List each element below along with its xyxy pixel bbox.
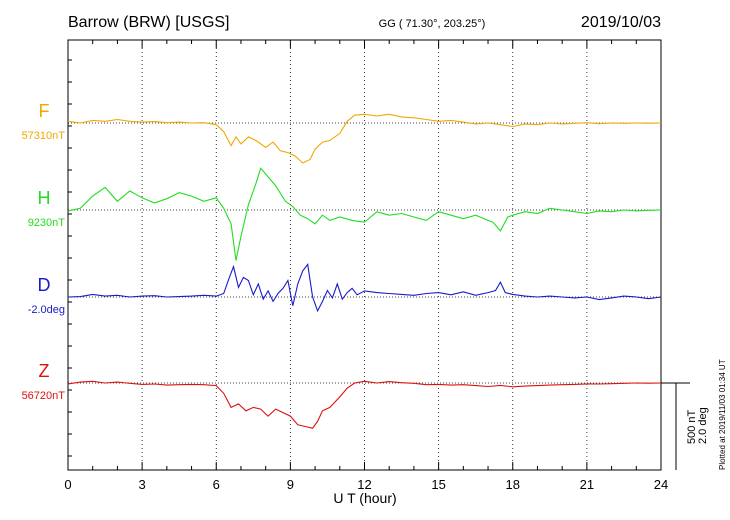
date-label: 2019/10/03 [581,14,661,31]
plotted-timestamp: Plotted at 2019/11/03 01:34 UT [718,359,727,470]
series-name-z: Z [39,361,50,381]
x-tick-label: 3 [139,477,146,492]
x-tick-label: 0 [64,477,71,492]
series-line-h [67,167,662,261]
x-tick-label: 24 [654,477,668,492]
scale-deg-label: 2.0 deg [697,407,709,444]
grid [141,40,588,470]
x-tick-label: 12 [357,477,371,492]
series-labels: F 57310nT H 9230nT D -2.0deg Z 56720nT [22,101,66,402]
x-tick-label: 21 [580,477,594,492]
x-axis-title: U T (hour) [333,490,396,506]
series-name-f: F [39,101,50,121]
series-baseline-h: 9230nT [28,217,66,229]
series-baseline-d: -2.0deg [28,304,65,316]
station-title: Barrow (BRW) [USGS] [68,14,230,31]
scale-nt-label: 500 nT [686,409,698,444]
x-tick-label: 18 [506,477,520,492]
x-tick-label: 15 [431,477,445,492]
series-line-z [67,380,662,429]
series-name-h: H [38,188,51,208]
series-lines [67,113,662,429]
series-baseline-z: 56720nT [22,390,66,402]
series-name-d: D [38,275,51,295]
series-line-f [67,113,662,164]
x-tick-label: 6 [213,477,220,492]
x-tick-label: 9 [287,477,294,492]
x-axis-ticks: 0 3 6 9 12 15 18 21 24 [64,40,668,492]
scale-bar: 500 nT 2.0 deg [661,382,709,470]
series-baseline-f: 57310nT [22,130,66,142]
coordinates-label: GG ( 71.30°, 203.25°) [379,18,486,30]
series-line-d [67,263,662,313]
